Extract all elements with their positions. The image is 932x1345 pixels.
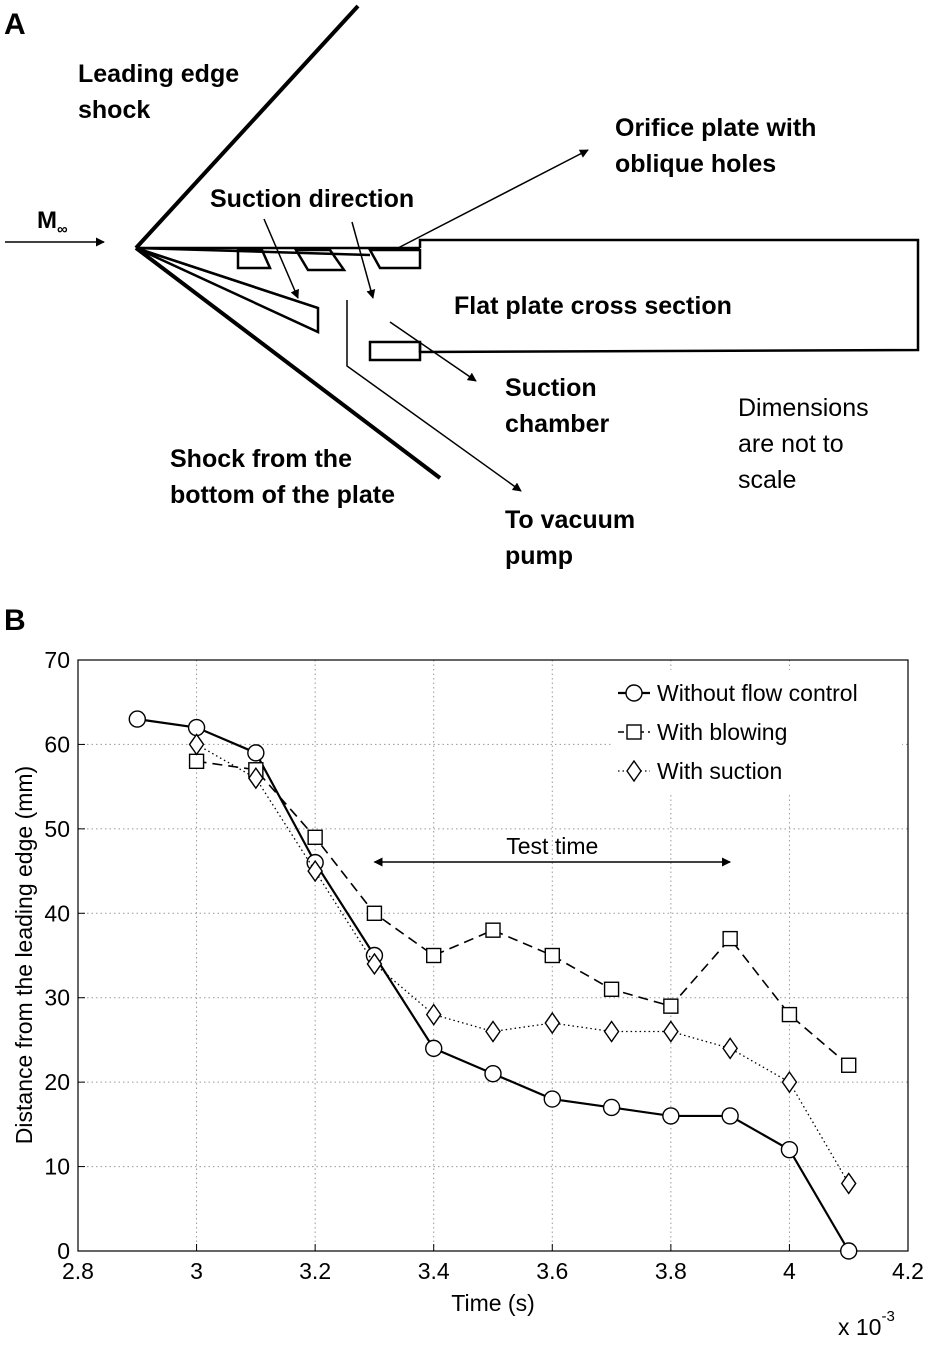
vacuum-pump-label: To vacuum pump [505,506,642,570]
y-tick-label: 40 [44,900,70,926]
data-point-diamond [722,1037,738,1060]
y-tick-label: 60 [44,731,70,757]
legend-label: With suction [657,758,782,784]
legend: Without flow control With blowing With suc… [612,670,902,792]
panel-a: A M∞ Leading edge shock [4,4,920,570]
data-point-circle [187,718,206,737]
data-point-square [544,947,560,964]
data-point-square [307,829,323,845]
test-time-label: Test time [506,833,598,859]
y-axis-label: Distance from the leading edge (mm) [11,766,37,1144]
x-tick-label: 3.2 [299,1258,331,1284]
panel-b: B 2.8 3 3.2 3.4 3.6 3.8 4 4.2 0 10 20 30 40 50 60 70 Te… [4,604,924,1340]
data-point-diamond [425,1003,442,1026]
data-point-square [722,930,738,947]
legend-marker-square [626,724,642,740]
y-tick-label: 50 [44,816,70,842]
x-tick-label: 3.6 [536,1258,568,1284]
legend-label: With blowing [657,719,787,745]
y-tick-label: 10 [44,1154,70,1180]
data-point-diamond [544,1011,561,1035]
data-point-square [841,1057,857,1073]
data-point-square [781,1006,798,1023]
data-point-diamond [663,1020,679,1043]
suction-direction-arrow-1 [263,218,299,299]
data-point-circle [247,744,265,762]
suction-chamber-arrow [389,321,477,382]
suction-direction-label: Suction direction [210,185,414,213]
data-point-circle [543,1090,561,1108]
data-point-diamond [781,1070,798,1094]
suction-direction-arrow-2 [351,221,376,299]
series-with-blowing [188,753,857,1073]
data-point-diamond [603,1020,620,1043]
series-without-flow-control [128,710,858,1260]
series [128,710,858,1260]
vacuum-pump-arrow [346,300,522,492]
panel-b-label: B [4,604,26,637]
data-point-diamond [485,1020,501,1043]
y-tick-label: 0 [57,1238,70,1264]
flat-plate-geometry [135,238,920,362]
legend-label: Without flow control [657,680,858,706]
x-tick-label: 3.4 [418,1258,450,1284]
plot-frame [77,659,909,1252]
dimensions-note: Dimensions are not to scale [738,394,876,494]
data-point-circle [128,710,146,728]
data-point-square [603,981,620,997]
orifice-plate-arrow [397,149,589,249]
x-tick-label: 3 [190,1258,203,1284]
data-point-square [426,947,442,964]
data-point-square [663,998,679,1014]
data-point-circle [780,1140,799,1159]
data-point-square [366,905,383,921]
series-with-suction [188,733,857,1195]
data-point-circle [840,1242,858,1260]
x-tick-label: 4.2 [892,1258,924,1284]
legend-box [612,670,902,792]
data-point-circle [602,1098,621,1117]
x-tick-label: 4 [783,1258,796,1284]
data-point-diamond [840,1172,857,1195]
series-line [137,718,850,1252]
axis-ticks: 2.8 3 3.2 3.4 3.6 3.8 4 4.2 0 10 20 30 40 50 60 70 [44,647,924,1284]
leading-edge-shock-line [134,4,360,250]
data-point-diamond [248,766,264,790]
y-tick-label: 20 [44,1069,70,1095]
freestream-label: M∞ [37,207,68,238]
legend-marker-diamond [626,759,642,783]
x-tick-label: 3.8 [655,1258,687,1284]
data-point-diamond [366,952,383,976]
bottom-shock-label: Shock from the bottom of the plate [170,445,395,509]
data-point-square [188,753,205,770]
data-point-circle [662,1107,680,1125]
data-point-circle [484,1064,502,1083]
y-tick-label: 70 [44,647,70,673]
suction-chamber-label: Suction chamber [505,374,609,438]
legend-marker-circle [625,684,643,702]
x-axis-exponent: x 10-3 [838,1308,895,1340]
data-point-diamond [188,733,205,756]
leading-edge-shock-label: Leading edge shock [78,60,246,124]
data-point-square [485,922,501,938]
series-line [196,760,850,1066]
x-axis-label: Time (s) [451,1290,534,1316]
x-tick-label: 2.8 [62,1258,94,1284]
chart: 2.8 3 3.2 3.4 3.6 3.8 4 4.2 0 10 20 30 40 50 60 70 Test… [11,647,924,1340]
series-line [196,743,850,1184]
data-point-circle [425,1039,443,1058]
flat-plate-label: Flat plate cross section [454,292,732,320]
bottom-shock-line [134,246,442,480]
orifice-plate-label: Orifice plate with oblique holes [615,114,823,178]
panel-a-label: A [4,8,26,41]
y-tick-label: 30 [44,985,70,1011]
data-point-circle [721,1107,739,1125]
data-point-diamond [307,859,323,883]
